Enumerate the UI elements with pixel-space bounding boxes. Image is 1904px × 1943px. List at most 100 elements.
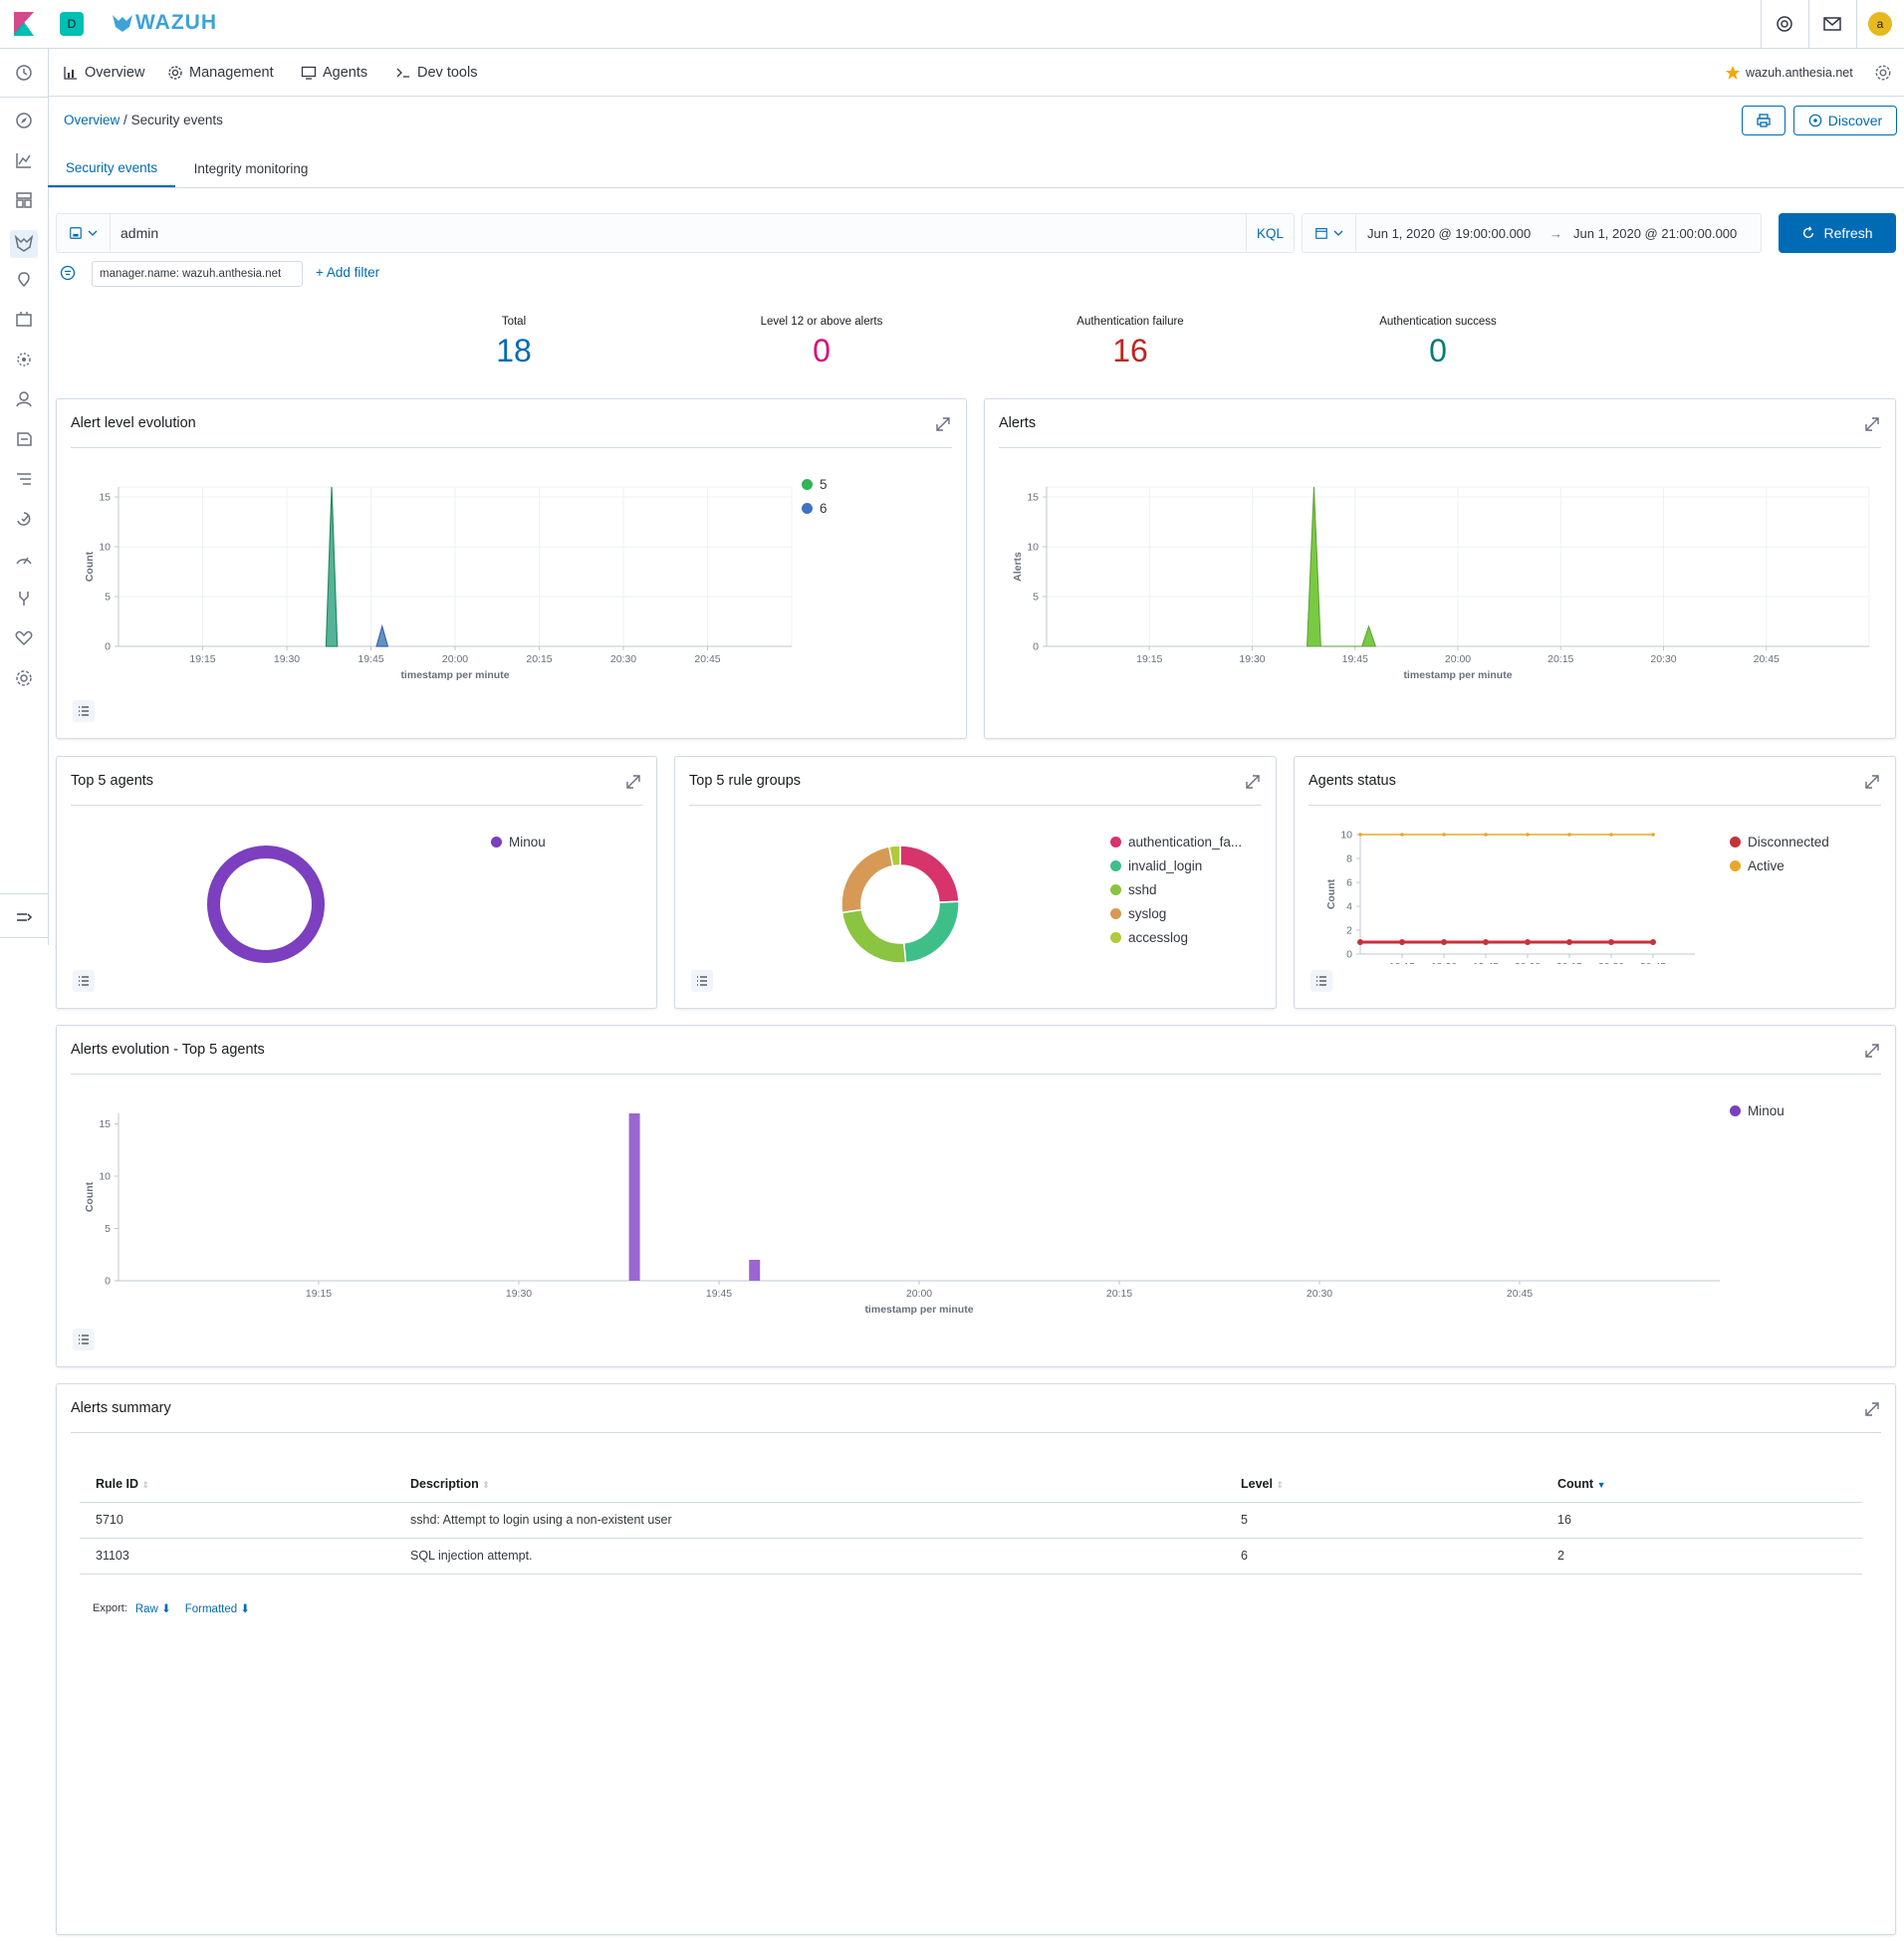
- avatar[interactable]: a: [1868, 12, 1892, 36]
- legend-label: Minou: [509, 835, 546, 850]
- y-axis-label: Count: [84, 1181, 96, 1212]
- kibana-logo-icon[interactable]: [14, 12, 34, 36]
- kql-toggle[interactable]: KQL: [1246, 214, 1294, 252]
- quick-date-button[interactable]: [1303, 214, 1356, 252]
- expand-icon[interactable]: [1863, 1400, 1881, 1418]
- legend-item-active[interactable]: Active: [1730, 858, 1785, 873]
- dashboard-icon[interactable]: [14, 190, 34, 210]
- legend-item-invalid-login[interactable]: invalid_login: [1110, 858, 1202, 873]
- y-tick-label: 0: [1346, 949, 1352, 961]
- settings-gear-icon[interactable]: [1874, 64, 1892, 82]
- cell-description: sshd: Attempt to login using a non-exist…: [394, 1502, 1225, 1539]
- metric-total-label: Total: [501, 316, 527, 328]
- legend-item-6[interactable]: 6: [802, 501, 828, 516]
- logs-icon[interactable]: [14, 429, 34, 449]
- legend-item-minou[interactable]: Minou: [1730, 1103, 1785, 1118]
- date-start[interactable]: Jun 1, 2020 @ 19:00:00.000: [1367, 226, 1532, 241]
- tab-security-events[interactable]: Security events: [48, 149, 175, 187]
- breadcrumb: Overview / Security events: [64, 113, 223, 127]
- discover-icon[interactable]: [14, 111, 34, 130]
- column-header-count[interactable]: Count ▼: [1542, 1466, 1862, 1503]
- nav-overview-label: Overview: [85, 65, 145, 81]
- refresh-button[interactable]: Refresh: [1779, 213, 1896, 253]
- ml-icon[interactable]: [14, 350, 34, 369]
- expand-icon[interactable]: [1863, 1042, 1881, 1060]
- column-header-rule-id[interactable]: Rule ID ⇕: [80, 1466, 394, 1503]
- nav-agents[interactable]: Agents: [301, 49, 367, 97]
- expand-icon[interactable]: [624, 773, 642, 791]
- mail-icon[interactable]: [1823, 16, 1841, 32]
- legend-item-accesslog[interactable]: accesslog: [1110, 930, 1188, 945]
- wazuh-app-icon[interactable]: [10, 230, 38, 258]
- apm-icon[interactable]: [14, 469, 34, 489]
- legend-toggle-button[interactable]: [73, 1329, 95, 1350]
- column-label: Rule ID: [96, 1476, 139, 1491]
- recent-icon[interactable]: [14, 63, 34, 83]
- table-row[interactable]: 31103 SQL injection attempt. 6 2: [80, 1538, 1862, 1575]
- date-arrow: →: [1549, 226, 1562, 241]
- legend-toggle-button[interactable]: [1310, 970, 1332, 992]
- dev-tools-icon[interactable]: [14, 589, 34, 608]
- saved-query-button[interactable]: [57, 214, 111, 252]
- canvas-icon[interactable]: [14, 310, 34, 330]
- legend-item-disconnected[interactable]: Disconnected: [1730, 835, 1829, 850]
- nav-dev-tools[interactable]: Dev tools: [395, 49, 477, 97]
- api-host-selector[interactable]: wazuh.anthesia.net: [1725, 49, 1853, 97]
- cell-level: 5: [1225, 1502, 1542, 1539]
- expand-icon[interactable]: [1244, 773, 1262, 791]
- column-header-level[interactable]: Level ⇕: [1225, 1466, 1542, 1503]
- nav-overview[interactable]: Overview: [63, 49, 144, 97]
- cell-description: SQL injection attempt.: [394, 1538, 1225, 1575]
- refresh-icon: [1803, 226, 1814, 239]
- expand-icon[interactable]: [1863, 773, 1881, 791]
- expand-icon[interactable]: [1863, 415, 1881, 433]
- legend-item-syslog[interactable]: syslog: [1110, 906, 1166, 921]
- x-tick-label: 20:30: [1650, 653, 1676, 665]
- collapse-nav-icon[interactable]: [14, 907, 34, 927]
- chart-agents-status: 0 2 4 6 8 10 19:15 19:30 19:45 20:00 20:15 20:30 20:…: [1325, 830, 1695, 964]
- sort-icon: ⇕: [482, 1479, 490, 1490]
- help-icon[interactable]: [1776, 15, 1793, 33]
- legend-toggle-button[interactable]: [73, 970, 95, 992]
- legend-item-minou[interactable]: Minou: [491, 835, 546, 850]
- legend-label: 5: [820, 477, 828, 492]
- legend-label: invalid_login: [1128, 858, 1203, 873]
- legend-item-authentication[interactable]: authentication_fa...: [1110, 835, 1242, 850]
- legend-toggle-button[interactable]: [73, 700, 95, 722]
- date-end[interactable]: Jun 1, 2020 @ 21:00:00.000: [1573, 226, 1738, 241]
- monitoring-icon[interactable]: [14, 628, 34, 648]
- y-tick-label: 15: [99, 1118, 111, 1130]
- legend-item-sshd[interactable]: sshd: [1110, 882, 1157, 897]
- export-raw-link[interactable]: Raw ⬇: [135, 1601, 171, 1615]
- discover-button[interactable]: Discover: [1793, 106, 1897, 135]
- settings-icon[interactable]: [14, 668, 34, 688]
- x-tick-label: 19:45: [357, 653, 383, 665]
- y-tick-label: 15: [1027, 492, 1039, 504]
- table-row[interactable]: 5710 sshd: Attempt to login using a non-…: [80, 1502, 1862, 1539]
- nav-management[interactable]: Management: [167, 49, 274, 97]
- metrics-icon[interactable]: [14, 549, 34, 569]
- siem-icon[interactable]: [14, 389, 34, 409]
- tab-integrity-monitoring[interactable]: Integrity monitoring: [175, 149, 327, 187]
- wazuh-logo[interactable]: WAZUH: [112, 11, 217, 35]
- legend-item-5[interactable]: 5: [802, 477, 828, 492]
- export-formatted-link[interactable]: Formatted ⬇: [185, 1601, 250, 1615]
- legend-toggle-button[interactable]: [691, 970, 713, 992]
- space-badge[interactable]: D: [60, 12, 84, 36]
- breadcrumb-overview-link[interactable]: Overview: [64, 113, 120, 127]
- expand-icon[interactable]: [934, 415, 952, 433]
- search-input[interactable]: [120, 222, 1216, 244]
- filter-menu-icon[interactable]: [60, 265, 76, 281]
- column-header-description[interactable]: Description ⇕: [394, 1466, 1225, 1503]
- add-filter-link[interactable]: + Add filter: [316, 265, 380, 280]
- print-button[interactable]: [1742, 106, 1785, 135]
- maps-icon[interactable]: [14, 270, 34, 290]
- cell-level: 6: [1225, 1538, 1542, 1575]
- x-tick-label: 20:00: [1515, 961, 1541, 964]
- metric-level12-value: 0: [813, 333, 831, 368]
- column-label: Level: [1241, 1476, 1273, 1491]
- filter-pill[interactable]: manager.name: wazuh.anthesia.net: [92, 261, 303, 287]
- uptime-icon[interactable]: [14, 509, 34, 529]
- visualize-icon[interactable]: [14, 150, 34, 170]
- x-tick-label: 19:15: [1136, 653, 1162, 665]
